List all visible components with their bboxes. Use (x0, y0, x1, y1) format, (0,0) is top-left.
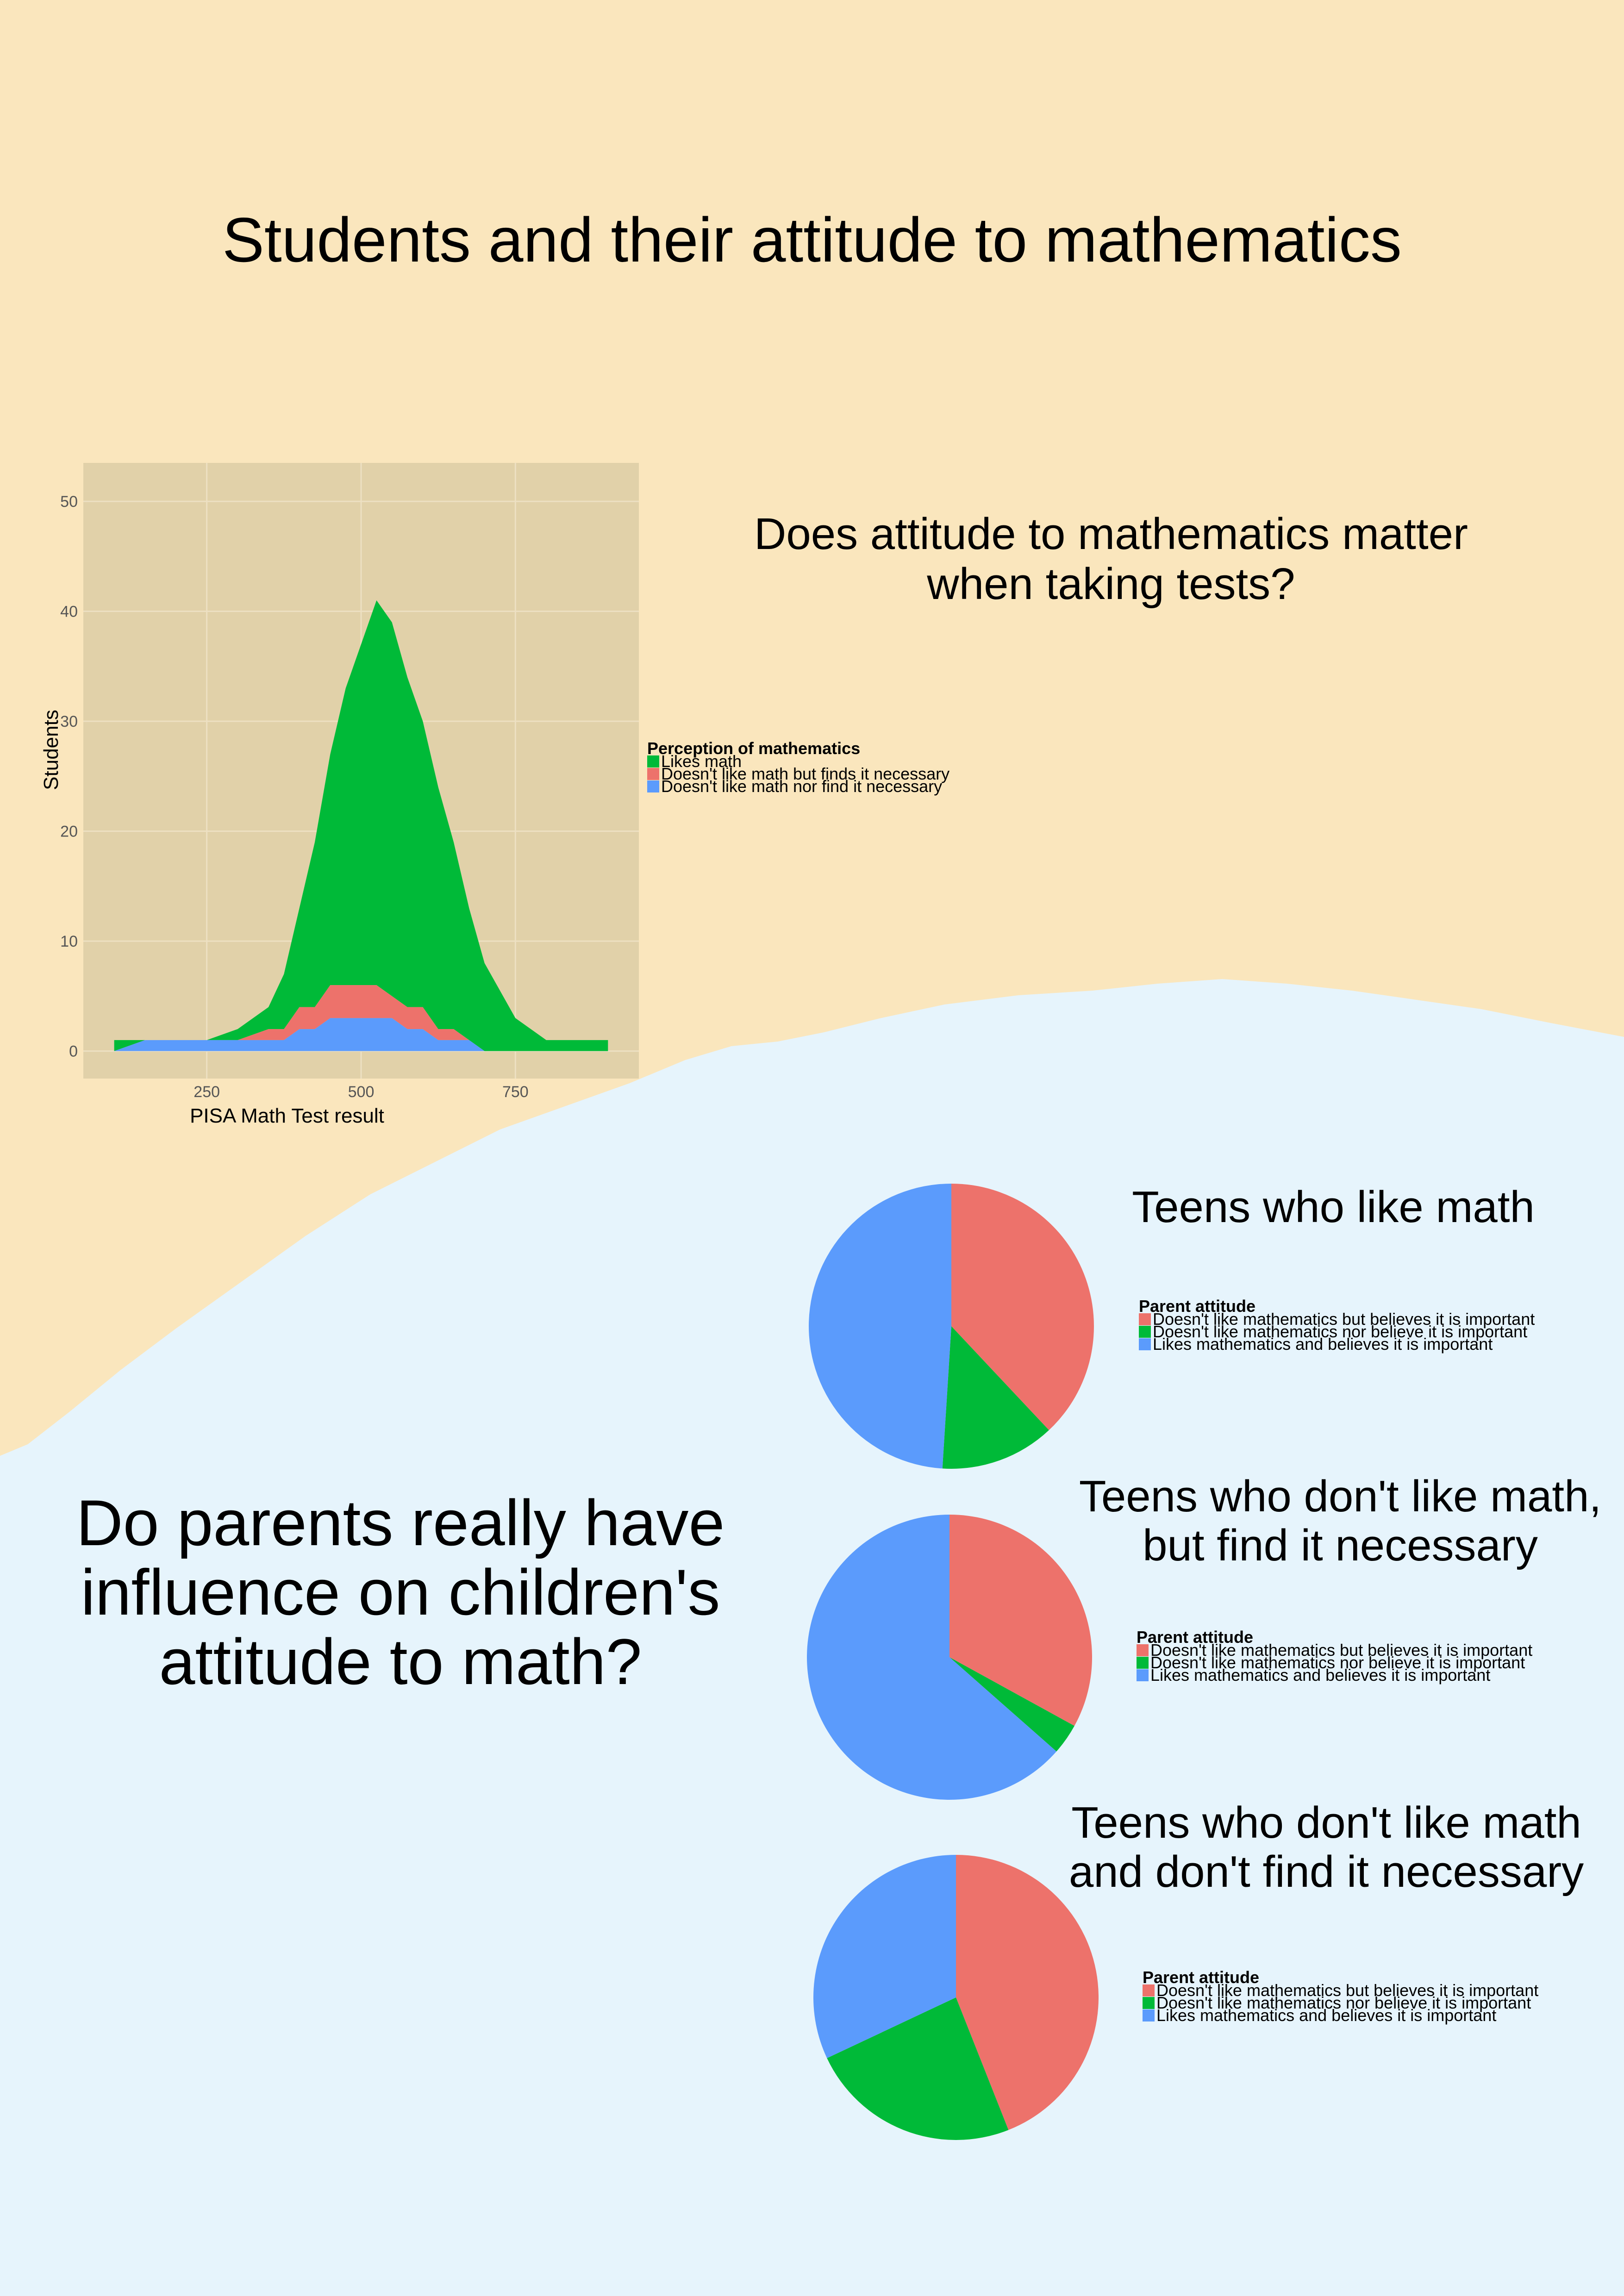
legend-item: Likes mathematics and believes it is imp… (1143, 2006, 1538, 2025)
y-tick-label: 20 (60, 823, 78, 841)
pie-slice (806, 1515, 1057, 1800)
legend-item: Doesn't like math nor find it necessary (647, 777, 949, 796)
y-tick-label: 0 (69, 1043, 78, 1061)
legend-swatch-green (647, 755, 659, 767)
legend-item: Doesn't like mathematics but believes it… (1143, 1981, 1539, 2000)
legend-item: Likes math (647, 752, 949, 771)
legend-label: Doesn't like mathematics nor believe it … (1150, 1653, 1525, 1672)
question-parents: Do parents really have influence on chil… (76, 1486, 725, 1698)
legend-label: Doesn't like mathematics nor believe it … (1153, 1322, 1528, 1341)
area-series (114, 600, 608, 1051)
pie-slice (813, 1855, 956, 2059)
histogram-legend: Perception of mathematics Likes math Doe… (647, 739, 950, 796)
pie-legend-necessary: Parent attitude Doesn't like mathematics… (1137, 1628, 1533, 1685)
y-axis-label: Students (40, 710, 62, 790)
pie-chart-not-necessary (813, 1855, 1099, 2140)
pie-legend-like-math: Parent attitude Doesn't like mathematics… (1139, 1297, 1535, 1354)
x-tick-label: 250 (194, 1083, 220, 1101)
legend-title: Parent attitude (1139, 1297, 1256, 1316)
legend-swatch-green (1139, 1325, 1151, 1338)
legend-label: Likes mathematics and believes it is imp… (1156, 2006, 1497, 2025)
legend-title: Parent attitude (1137, 1628, 1254, 1647)
pie-legend-not-necessary: Parent attitude Doesn't like mathematics… (1143, 1968, 1539, 2025)
question-tests: Does attitude to mathematics matter when… (754, 509, 1468, 609)
legend-item: Doesn't like math but finds it necessary (647, 764, 950, 783)
legend-item: Doesn't like mathematics nor believe it … (1137, 1653, 1532, 1672)
legend-title: Parent attitude (1143, 1968, 1260, 1987)
pie-slice (956, 1855, 1099, 2130)
pie-slice (949, 1515, 1092, 1726)
pie-slice (942, 1326, 1049, 1469)
x-tick-label: 500 (348, 1083, 375, 1101)
legend-label: Doesn't like mathematics but believes it… (1156, 1981, 1539, 2000)
x-axis-label: PISA Math Test result (190, 1104, 384, 1127)
pie-chart-necessary (806, 1515, 1092, 1800)
legend-swatch-red (1143, 1984, 1155, 1997)
pie-slice (809, 1184, 951, 1469)
legend-swatch-green (1143, 1997, 1155, 2009)
legend-item: Likes mathematics and believes it is imp… (1137, 1666, 1532, 1685)
legend-item: Doesn't like mathematics nor believe it … (1139, 1322, 1535, 1341)
legend-label: Doesn't like mathematics but believes it… (1153, 1310, 1535, 1329)
legend-label: Doesn't like mathematics nor believe it … (1156, 1993, 1531, 2012)
legend-label: Doesn't like math nor find it necessary (661, 777, 943, 796)
legend-label: Doesn't like mathematics but believes it… (1150, 1641, 1533, 1660)
pie-slice (951, 1184, 1094, 1430)
pie-title-necessary: Teens who don't like math, but find it n… (1079, 1472, 1602, 1570)
legend-swatch-blue (1139, 1338, 1151, 1350)
pie-title-not-necessary: Teens who don't like math and don't find… (1068, 1798, 1584, 1897)
y-tick-label: 30 (60, 713, 78, 730)
legend-swatch-red (1137, 1644, 1149, 1656)
x-tick-label: 750 (502, 1083, 529, 1101)
legend-label: Doesn't like math but finds it necessary (661, 764, 950, 783)
legend-swatch-green (1137, 1656, 1149, 1669)
legend-label: Likes math (661, 752, 742, 771)
legend-swatch-blue (1143, 2009, 1155, 2021)
legend-swatch-red (1139, 1313, 1151, 1325)
legend-label: Likes mathematics and believes it is imp… (1150, 1666, 1491, 1685)
y-tick-label: 10 (60, 933, 78, 950)
pie-slice (827, 1997, 1009, 2140)
legend-swatch-blue (1137, 1669, 1149, 1681)
pie-slice (949, 1657, 1074, 1752)
y-tick-label: 40 (60, 603, 78, 621)
y-tick-label: 50 (60, 493, 78, 511)
legend-item: Doesn't like mathematics nor believe it … (1143, 1993, 1538, 2012)
area-series (114, 1018, 608, 1051)
legend-item: Doesn't like mathematics but believes it… (1139, 1310, 1535, 1329)
legend-item: Doesn't like mathematics but believes it… (1137, 1641, 1533, 1660)
legend-label: Likes mathematics and believes it is imp… (1153, 1335, 1493, 1354)
legend-swatch-red (647, 767, 659, 780)
pie-chart-like-math (809, 1184, 1094, 1469)
legend-swatch-blue (647, 780, 659, 792)
legend-title: Perception of mathematics (647, 739, 861, 758)
legend-item: Likes mathematics and believes it is imp… (1139, 1335, 1535, 1354)
page-title: Students and their attitude to mathemati… (222, 205, 1402, 275)
pie-title-like-math: Teens who like math (1132, 1182, 1535, 1232)
histogram-chart: 250 500 750 0 10 20 30 40 50 PISA Math Test resul… (40, 463, 639, 1127)
